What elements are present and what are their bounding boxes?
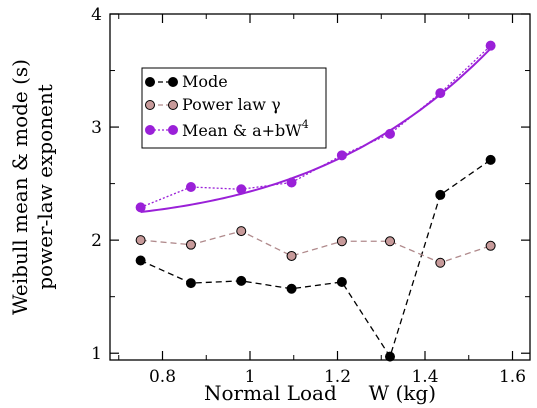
data-point-power-law <box>385 236 395 247</box>
legend-marker-power-law <box>145 100 155 110</box>
data-point-mean <box>236 184 247 195</box>
data-point-mean <box>485 40 496 51</box>
data-point-mean <box>135 202 146 213</box>
legend: Mode Power law γ Mean & a+bW4 <box>141 67 327 149</box>
data-point-mode <box>336 276 347 287</box>
data-point-power-law <box>336 236 347 247</box>
data-point-mode <box>185 278 196 289</box>
data-point-mode <box>385 351 395 362</box>
fit-curve-line <box>140 47 492 214</box>
data-point-power-law <box>236 226 247 237</box>
legend-label-mode: Mode <box>182 72 228 91</box>
series-layer <box>135 40 496 362</box>
y-tick-label: 1 <box>91 344 102 364</box>
data-point-mode <box>286 283 297 294</box>
legend-marker-mode <box>145 77 155 87</box>
x-tick-label: 1.6 <box>499 367 526 387</box>
data-point-mean <box>185 182 196 192</box>
data-point-mean <box>336 150 347 161</box>
legend-marker-mode <box>168 77 178 87</box>
series-line-mode <box>140 159 492 359</box>
legend-marker-mean <box>145 125 155 135</box>
x-tick-label: 1 <box>245 367 256 387</box>
y-tick-label: 3 <box>91 118 102 138</box>
legend-marker-power-law <box>168 100 178 110</box>
data-point-mean <box>286 177 297 188</box>
y-tick-label: 4 <box>91 5 102 25</box>
data-point-mode <box>485 154 496 165</box>
axis-ticks <box>110 13 530 360</box>
x-tick-label: 0.8 <box>149 367 176 387</box>
y-axis-label-line1: Weibull mean & mode (s) <box>8 59 32 315</box>
x-axis-label: Normal Load W (kg) <box>204 381 436 405</box>
data-point-mode <box>435 189 446 200</box>
legend-label-mean: Mean & a+bW4 <box>182 118 309 140</box>
data-point-mean <box>435 88 446 99</box>
x-tick-label: 1.4 <box>411 367 438 387</box>
plot-frame <box>109 13 531 361</box>
data-point-mode <box>135 255 146 266</box>
y-axis-label-line2: power-law exponent <box>33 84 57 290</box>
data-point-mean <box>385 128 395 139</box>
data-point-mode <box>236 275 247 286</box>
series-line-power-law <box>140 230 491 264</box>
x-tick-label: 1.2 <box>324 367 351 387</box>
data-point-power-law <box>485 240 496 251</box>
legend-label-power-law: Power law γ <box>182 95 281 114</box>
data-point-power-law <box>135 235 146 246</box>
y-tick-label: 2 <box>91 231 102 251</box>
data-point-power-law <box>185 239 196 250</box>
tick-labels: 0.8 1 1.2 1.4 1.6 1 2 3 4 <box>91 5 526 387</box>
data-point-power-law <box>435 257 446 268</box>
data-point-power-law <box>286 250 297 261</box>
legend-marker-mean <box>168 125 178 135</box>
